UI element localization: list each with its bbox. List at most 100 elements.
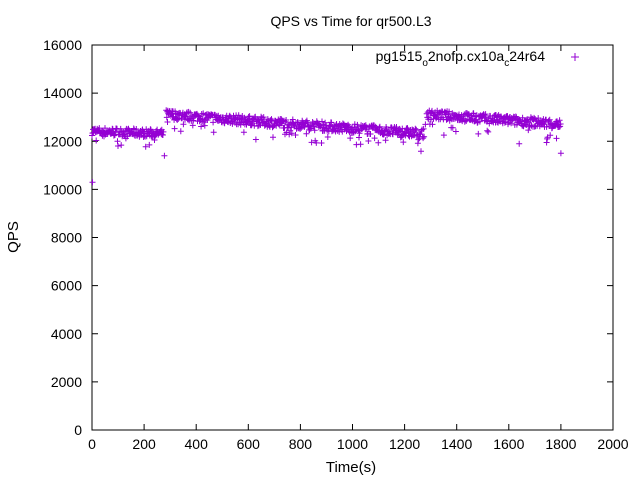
data-point <box>485 128 492 135</box>
data-point <box>133 126 140 132</box>
data-point <box>319 118 325 125</box>
data-point <box>324 134 331 140</box>
data-point <box>556 117 563 124</box>
data-point <box>171 125 178 132</box>
legend-marker <box>571 53 579 61</box>
data-point <box>351 121 358 128</box>
x-tick-label: 200 <box>132 436 156 452</box>
data-point <box>286 131 293 138</box>
data-point <box>288 130 295 137</box>
y-tick-label: 16000 <box>43 37 82 53</box>
data-points <box>89 107 564 186</box>
data-point <box>332 127 338 134</box>
data-point <box>545 117 552 124</box>
x-tick-label: 1600 <box>493 436 524 452</box>
data-point <box>553 135 560 142</box>
data-point <box>429 121 436 128</box>
data-point <box>470 110 477 117</box>
x-tick-label: 600 <box>237 436 261 452</box>
data-point <box>447 115 454 121</box>
data-point <box>270 134 276 141</box>
data-point <box>420 125 427 132</box>
plot-frame <box>91 44 614 431</box>
data-point <box>476 118 483 125</box>
data-point <box>543 123 550 130</box>
data-point <box>304 119 311 126</box>
data-point <box>415 136 422 143</box>
data-point <box>475 130 482 137</box>
data-point <box>102 125 108 132</box>
data-point <box>543 139 550 146</box>
data-point <box>422 121 429 128</box>
data-point <box>456 111 462 118</box>
data-point <box>347 135 354 142</box>
data-point <box>93 137 100 144</box>
data-point <box>376 123 383 130</box>
data-point <box>465 111 472 118</box>
data-point <box>190 117 197 124</box>
data-point <box>177 128 184 135</box>
data-point <box>115 143 121 149</box>
data-point <box>198 123 205 130</box>
data-point <box>118 142 125 149</box>
data-point <box>174 117 181 123</box>
y-axis-ticks: 0 2000 4000 6000 8000 10000 12000 14000 16000 <box>43 37 613 438</box>
data-point <box>297 126 304 132</box>
x-tick-label: 1800 <box>545 436 576 452</box>
data-point <box>421 133 428 140</box>
data-point <box>187 109 194 116</box>
y-tick-label: 14000 <box>43 85 82 101</box>
data-point <box>508 120 515 127</box>
data-point <box>557 150 564 157</box>
data-point <box>547 132 554 139</box>
y-tick-label: 4000 <box>51 326 82 342</box>
data-point <box>288 124 295 131</box>
data-point <box>429 107 435 114</box>
data-point <box>164 119 171 125</box>
data-point <box>124 133 131 140</box>
data-point <box>311 127 318 134</box>
data-point <box>382 137 389 144</box>
x-tick-label: 400 <box>185 436 209 452</box>
data-point <box>89 179 96 186</box>
x-tick-label: 1000 <box>337 436 368 452</box>
data-point <box>440 132 447 139</box>
data-point <box>398 128 405 135</box>
x-tick-label: 1400 <box>441 436 472 452</box>
y-tick-label: 2000 <box>51 374 82 390</box>
data-point <box>142 143 149 150</box>
data-point <box>376 124 383 131</box>
data-point <box>367 131 374 137</box>
data-point <box>309 119 316 125</box>
x-tick-label: 0 <box>88 436 96 452</box>
data-point <box>151 137 158 143</box>
data-point <box>246 113 253 120</box>
y-tick-label: 8000 <box>51 230 82 246</box>
data-point <box>210 119 217 126</box>
data-point <box>146 141 153 148</box>
chart-title: QPS vs Time for qr500.L3 <box>270 13 431 29</box>
y-tick-label: 12000 <box>43 133 82 149</box>
data-point <box>484 127 491 134</box>
data-point <box>452 128 459 135</box>
data-point <box>313 139 320 146</box>
legend-label: pg1515o2nofp.cx10ac24r64 <box>376 48 546 69</box>
data-point <box>356 130 363 137</box>
data-point <box>328 119 335 126</box>
data-point <box>180 121 187 128</box>
x-axis-ticks: 0 200 400 600 800 1000 1200 1400 1600 1800 2000 <box>88 45 629 452</box>
x-tick-label: 2000 <box>597 436 628 452</box>
data-point <box>254 123 261 130</box>
data-point <box>357 141 364 148</box>
data-point <box>546 116 553 123</box>
data-point <box>525 127 532 134</box>
data-point <box>463 117 470 124</box>
data-point <box>375 139 382 146</box>
data-point <box>418 148 424 155</box>
y-tick-label: 6000 <box>51 278 82 294</box>
data-point <box>446 108 453 115</box>
data-point <box>413 126 420 133</box>
data-point <box>427 116 434 123</box>
y-tick-label: 0 <box>74 422 82 438</box>
data-point <box>289 116 296 123</box>
